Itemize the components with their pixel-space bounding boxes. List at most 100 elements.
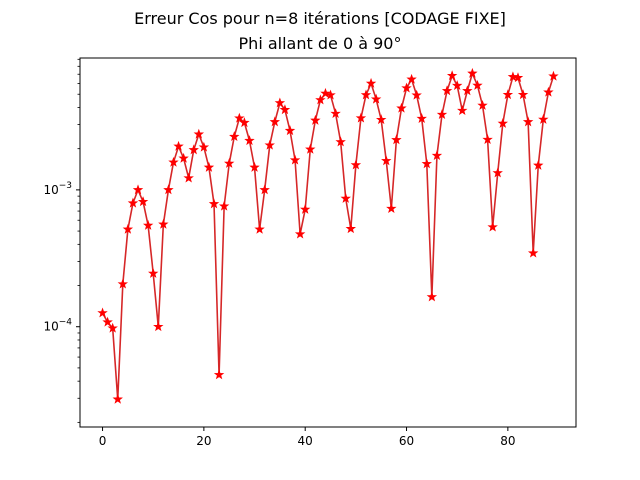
data-point: [142, 219, 154, 230]
data-point: [386, 203, 397, 214]
data-point: [274, 97, 286, 108]
data-point: [441, 85, 453, 96]
data-point: [512, 72, 524, 83]
data-point: [168, 156, 179, 167]
data-point: [132, 184, 144, 195]
x-tick-label: 60: [399, 434, 414, 448]
data-point: [457, 105, 468, 115]
data-point: [462, 85, 473, 96]
data-point: [467, 67, 478, 78]
chart-subtitle: Phi allant de 0 à 90°: [239, 34, 402, 53]
data-point: [451, 80, 463, 91]
data-point: [340, 193, 351, 203]
data-point: [421, 158, 433, 169]
data-point: [229, 131, 240, 142]
data-point: [137, 196, 149, 207]
data-point: [254, 223, 265, 234]
data-point: [153, 321, 164, 332]
data-point: [305, 143, 316, 154]
data-point: [264, 139, 275, 150]
data-point: [244, 135, 255, 146]
data-point: [401, 82, 412, 93]
x-tick-label: 0: [99, 434, 107, 448]
data-point: [375, 114, 387, 125]
data-point: [158, 218, 169, 229]
data-point: [193, 128, 205, 139]
data-point: [203, 161, 215, 172]
data-point: [127, 197, 139, 208]
data-point: [163, 184, 174, 195]
data-point: [477, 99, 488, 110]
data-point: [178, 152, 189, 163]
data-point: [406, 73, 417, 84]
data-point: [117, 278, 129, 289]
chart-title: Erreur Cos pour n=8 itérations [CODAGE F…: [134, 9, 506, 28]
data-point: [330, 108, 341, 119]
data-point: [497, 117, 509, 128]
data-point: [543, 86, 554, 97]
data-point: [482, 134, 493, 145]
data-point: [147, 267, 159, 278]
data-point: [396, 102, 407, 113]
data-point: [107, 322, 118, 333]
data-point: [507, 71, 519, 82]
data-point: [294, 228, 306, 239]
y-tick-label: 10−4: [43, 318, 72, 334]
data-point: [315, 94, 326, 105]
data-point: [446, 70, 458, 81]
data-point: [122, 223, 134, 234]
data-point: [502, 89, 514, 100]
data-point: [279, 104, 291, 115]
data-point: [284, 125, 296, 136]
data-point: [239, 117, 250, 128]
data-point: [411, 89, 422, 100]
data-point: [370, 93, 382, 104]
data-point: [436, 109, 448, 120]
data-point: [360, 89, 372, 100]
data-point: [517, 89, 529, 100]
data-point: [310, 114, 321, 125]
data-point: [269, 116, 281, 127]
data-point: [431, 150, 443, 161]
data-point: [102, 316, 113, 327]
data-point: [112, 393, 123, 404]
data-point: [426, 291, 438, 302]
data-point: [97, 307, 108, 318]
data-point: [365, 77, 377, 88]
data-point: [188, 144, 199, 155]
plot-frame: [79, 57, 577, 428]
data-point: [492, 167, 503, 178]
data-point: [320, 87, 331, 98]
data-point: [533, 159, 544, 170]
data-point: [299, 203, 311, 214]
data-point: [335, 136, 346, 147]
data-point: [355, 112, 367, 123]
data-point: [391, 134, 402, 145]
data-point: [218, 200, 230, 211]
data-point: [259, 184, 270, 195]
data-point: [416, 113, 427, 123]
data-point: [381, 155, 392, 166]
data-point: [183, 172, 194, 183]
data-point: [325, 89, 336, 100]
data-point: [249, 161, 260, 172]
data-point: [345, 223, 357, 234]
x-tick-label: 80: [500, 434, 515, 448]
data-point: [538, 113, 549, 124]
data-point: [548, 70, 559, 81]
plot-area: [97, 67, 559, 404]
data-point: [234, 112, 245, 123]
data-point: [289, 154, 301, 165]
data-point: [213, 369, 225, 380]
data-point: [208, 198, 220, 209]
x-tick-label: 20: [196, 434, 211, 448]
x-tick-label: 40: [298, 434, 313, 448]
data-point: [487, 221, 498, 232]
data-point: [527, 247, 539, 258]
data-point: [223, 157, 235, 168]
y-tick-label: 10−3: [43, 181, 72, 197]
data-point: [522, 116, 534, 127]
data-point: [198, 141, 210, 152]
